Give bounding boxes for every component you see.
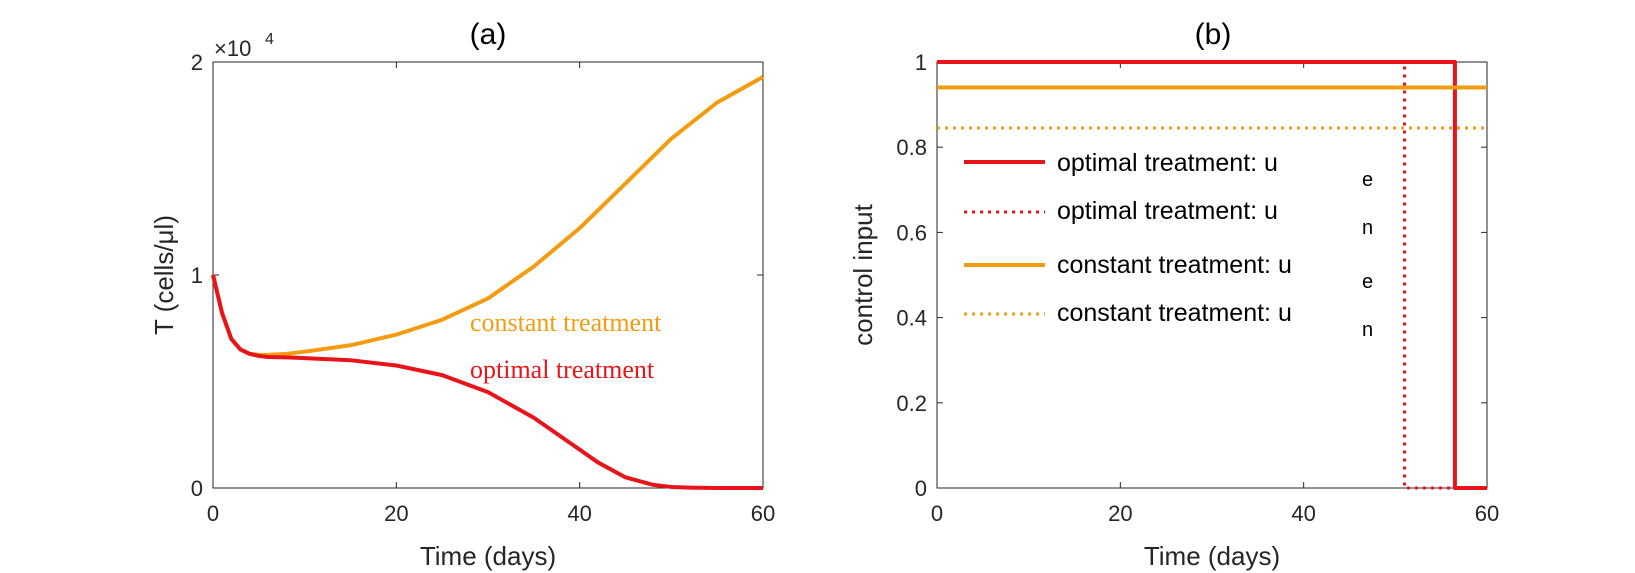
panel-a-axes-box — [212, 61, 764, 489]
legend-label-optimal-ue: optimal treatment: u — [1057, 149, 1278, 177]
panel-b-x-ticks: 0 20 40 60 — [931, 62, 1499, 526]
panel-a-y-exponent-power: 4 — [265, 31, 274, 48]
panel-b-y-ticks: 0 0.2 0.4 0.6 0.8 1 — [896, 50, 1487, 501]
legend-sub-constant-ue: e — [1362, 271, 1373, 293]
panel-b-x-tick-label: 20 — [1108, 501, 1132, 526]
legend-label-constant-ue: constant treatment: u — [1057, 251, 1292, 279]
panel-a-x-tick-label: 60 — [751, 501, 775, 526]
panel-a-annotation-optimal: optimal treatment — [470, 355, 655, 384]
panel-a-series-lines — [211, 75, 764, 490]
panel-a-y-tick-label: 0 — [191, 476, 203, 501]
panel-b-title: (b) — [1195, 18, 1232, 51]
panel-b-series-optimal-treatment-u-n-line — [937, 60, 1487, 490]
panel-b-y-axis-label: control input — [848, 203, 878, 345]
panel-b-y-tick-label: 1 — [915, 50, 927, 75]
panel-a-x-tick-label: 0 — [207, 501, 219, 526]
panel-a-y-exponent: ×10 4 — [214, 31, 274, 61]
panel-a-y-tick-label: 2 — [191, 50, 203, 75]
panel-a-series-optimal-treatment-line — [211, 274, 763, 490]
panel-b-y-tick-label: 0 — [915, 476, 927, 501]
panel-b-y-tick-label: 0.8 — [896, 135, 927, 160]
panel-a-chart: (a) 0 1 2 0 20 40 60 ×10 4 Time (days) T (cel… — [149, 18, 775, 571]
panel-b-x-tick-label: 40 — [1291, 501, 1315, 526]
panel-a-y-tick-label: 1 — [191, 263, 203, 288]
panel-a-x-axis-label: Time (days) — [420, 541, 556, 571]
panel-a-x-ticks: 0 20 40 60 — [207, 62, 775, 526]
panel-b-series-lines — [937, 60, 1487, 490]
legend-label-constant-un: constant treatment: u — [1057, 299, 1292, 327]
panel-b-y-tick-label: 0.2 — [896, 391, 927, 416]
legend-sub-optimal-ue: e — [1362, 169, 1373, 191]
panel-a-x-tick-label: 40 — [567, 501, 591, 526]
panel-b-x-tick-label: 60 — [1475, 501, 1499, 526]
panel-b-chart: (b) 0 0.2 0.4 0.6 0.8 1 0 20 40 60 Time (days) c… — [848, 18, 1499, 571]
panel-a-annotation-constant: constant treatment — [470, 308, 662, 337]
panel-b-x-tick-label: 0 — [931, 501, 943, 526]
panel-a-title: (a) — [470, 18, 507, 51]
panel-a-x-tick-label: 20 — [384, 501, 408, 526]
panel-a-y-axis-label: T (cells/μl) — [149, 215, 179, 335]
panel-a-y-ticks: 0 1 2 — [191, 50, 763, 501]
legend-sub-constant-un: n — [1362, 319, 1373, 341]
panel-b-x-axis-label: Time (days) — [1144, 541, 1280, 571]
legend-label-optimal-un: optimal treatment: u — [1057, 197, 1278, 225]
legend-sub-optimal-un: n — [1362, 217, 1373, 239]
panel-b-y-tick-label: 0.4 — [896, 306, 927, 331]
panel-b-legend: optimal treatment: u e optimal treatment… — [964, 149, 1373, 341]
panel-b-y-tick-label: 0.6 — [896, 220, 927, 245]
panel-a-y-exponent-base: ×10 — [214, 36, 251, 61]
